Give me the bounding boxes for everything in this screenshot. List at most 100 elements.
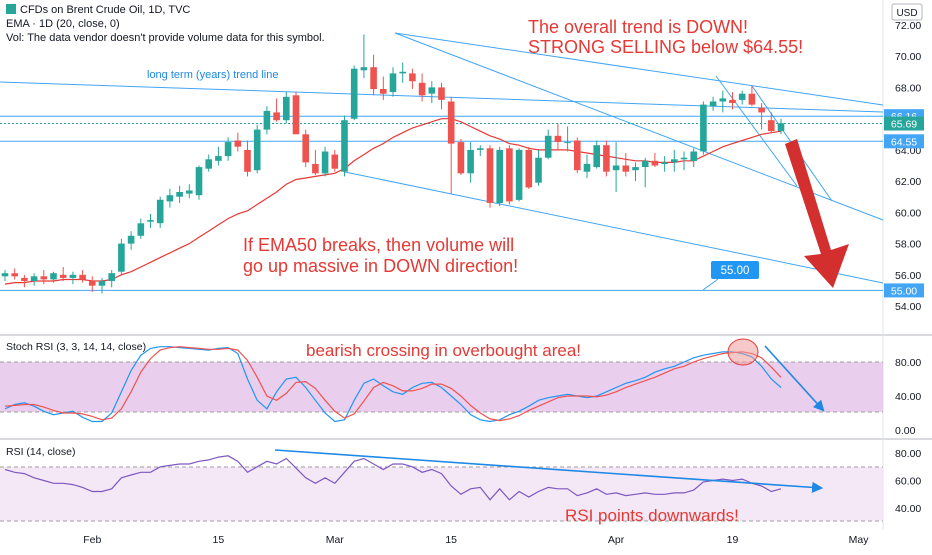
stoch-cross-circle[interactable] [727,338,759,366]
candle[interactable] [253,124,261,174]
candle[interactable] [525,146,533,189]
stoch-k-line[interactable] [4,346,782,423]
stoch-down-arrow[interactable] [764,345,825,412]
candle[interactable] [729,92,736,110]
candle[interactable] [709,96,717,111]
candle[interactable] [234,132,242,152]
channel-upper-line[interactable] [394,32,884,106]
price-label-badge[interactable]: 64.55 [884,134,924,149]
candle[interactable] [651,153,659,168]
candle[interactable] [748,85,756,107]
candle[interactable] [312,149,319,175]
candle[interactable] [535,149,542,186]
candle[interactable] [612,142,620,192]
stoch-d-line[interactable] [4,346,782,422]
candle[interactable] [515,148,523,202]
candle[interactable] [486,145,494,208]
candle[interactable] [186,184,193,199]
candle[interactable] [40,270,48,285]
candle[interactable] [690,148,697,168]
candle[interactable] [360,34,368,79]
candle[interactable] [389,67,397,97]
price-label-badge[interactable]: 55.00 [884,283,924,298]
candle[interactable] [59,267,67,281]
candle[interactable] [283,92,290,124]
candle[interactable] [496,146,503,207]
big-red-down-arrow[interactable] [785,139,849,288]
candle[interactable] [583,154,591,178]
candle[interactable] [79,270,86,283]
candle[interactable] [457,139,465,175]
candle[interactable] [574,137,581,174]
candle[interactable] [11,268,18,280]
candle[interactable] [98,277,106,294]
candle[interactable] [89,276,96,292]
candle[interactable] [409,68,416,89]
candle[interactable] [680,151,688,171]
currency-box[interactable]: USD [891,3,923,21]
candle[interactable] [137,218,145,239]
candle[interactable] [108,270,115,288]
candle[interactable] [447,96,455,194]
candle[interactable] [147,213,154,228]
candle[interactable] [622,153,630,177]
candle[interactable] [719,90,727,113]
candle[interactable] [21,274,28,288]
candle[interactable] [603,140,610,177]
candle[interactable] [380,76,387,100]
candle[interactable] [302,129,309,168]
candle[interactable] [321,146,329,177]
candle[interactable] [758,103,765,130]
candle[interactable] [370,54,377,96]
candle[interactable] [632,162,639,182]
candle[interactable] [467,142,474,183]
candle[interactable] [477,145,484,157]
candle[interactable] [50,271,57,283]
candle[interactable] [544,129,552,160]
candle[interactable] [263,106,271,135]
wedge-left-line[interactable] [715,75,798,187]
ema-legend[interactable]: EMA · 1D (20, close, 0) [6,18,120,30]
symbol-legend[interactable]: CFDs on Brent Crude Oil, 1D, TVC [6,4,190,16]
candle[interactable] [350,65,358,121]
candle[interactable] [69,271,77,285]
price-label-badge[interactable]: 65.69 [884,116,924,131]
candle[interactable] [244,140,251,177]
candle[interactable] [118,238,125,275]
candle[interactable] [768,112,775,133]
candle[interactable] [777,118,785,135]
candle[interactable] [593,140,600,169]
candle[interactable] [166,188,174,208]
candle[interactable] [554,123,562,150]
candle[interactable] [292,92,300,135]
candle[interactable] [641,157,649,188]
candle[interactable] [156,196,164,228]
candle[interactable] [671,149,678,172]
stoch-pane-label[interactable]: Stoch RSI (3, 3, 14, 14, close) [6,341,146,353]
candle[interactable] [341,115,348,177]
candle[interactable] [331,149,339,172]
candle[interactable] [195,165,203,200]
candle[interactable] [418,73,426,102]
candle[interactable] [661,156,668,172]
candle[interactable] [224,137,232,161]
candle[interactable] [127,231,135,250]
candle[interactable] [428,81,436,104]
candle[interactable] [1,270,9,281]
candle[interactable] [215,146,222,166]
rsi-down-arrow[interactable] [274,449,824,493]
candle[interactable] [700,101,707,155]
channel-lower-line[interactable] [344,171,884,284]
rsi-pane-label[interactable]: RSI (14, close) [6,446,75,458]
candle[interactable] [438,82,445,110]
candle[interactable] [738,90,746,105]
candle[interactable] [564,126,571,152]
candle[interactable] [176,185,183,203]
candle[interactable] [506,145,513,205]
rsi-line[interactable] [4,455,782,501]
target-badge[interactable]: 55.00 [711,261,759,279]
candle[interactable] [273,98,280,122]
candle[interactable] [399,62,406,83]
candle[interactable] [30,273,38,286]
